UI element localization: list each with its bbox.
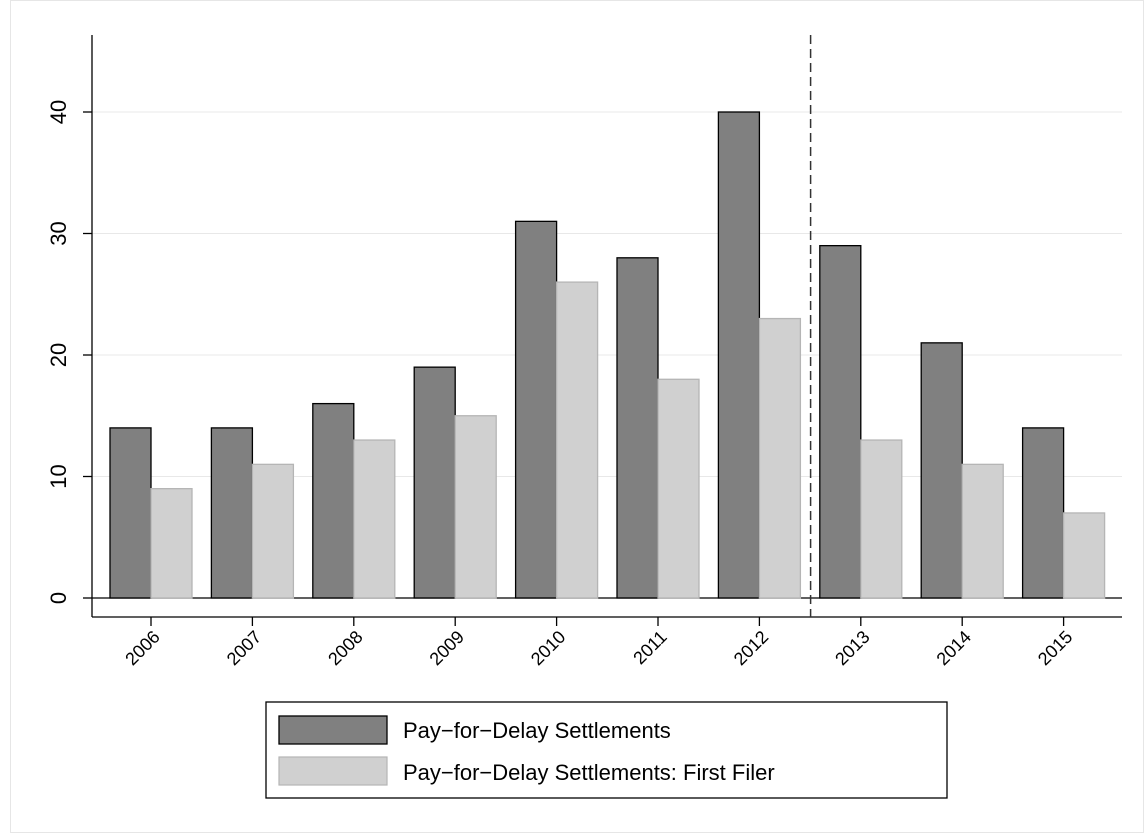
x-tick-label: 2011 — [629, 627, 671, 669]
y-tick-label: 30 — [46, 221, 71, 245]
bar-2013-series-1 — [860, 439, 903, 599]
x-tick-label: 2008 — [324, 627, 366, 669]
bar-2007-series-0 — [210, 427, 254, 599]
legend-label-settlements: Pay−for−Delay Settlements — [403, 718, 671, 743]
bar-2013-series-0 — [819, 244, 862, 599]
y-tick-label: 0 — [46, 592, 71, 604]
y-tick-label: 40 — [46, 100, 71, 124]
bar-2010-series-1 — [555, 281, 599, 599]
x-axis-ticks: 2006 2007 2008 2009 2010 2011 2012 2013 2014 2015 — [121, 617, 1076, 669]
bar-2012-series-0 — [717, 111, 761, 599]
legend-label-first-filer: Pay−for−Delay Settlements: First Filer — [403, 760, 775, 785]
x-tick-label: 2014 — [933, 627, 975, 669]
bar-2015-series-0 — [1021, 427, 1065, 599]
x-tick-label: 2012 — [730, 627, 772, 669]
legend: Pay−for−Delay Settlements Pay−for−Delay … — [265, 701, 948, 799]
x-tick-label: 2009 — [426, 627, 468, 669]
bar-2012-series-1 — [758, 317, 802, 599]
bar-2014-series-0 — [920, 342, 963, 599]
y-axis-ticks: 0 10 20 30 40 — [46, 100, 92, 604]
x-tick-label: 2015 — [1034, 627, 1076, 669]
bar-2009-series-0 — [413, 366, 456, 599]
bar-2010-series-0 — [514, 220, 558, 599]
bar-2014-series-1 — [961, 463, 1004, 599]
bar-2011-series-1 — [657, 378, 700, 599]
bar-2007-series-1 — [251, 463, 295, 599]
x-tick-label: 2007 — [223, 627, 265, 669]
y-tick-label: 20 — [46, 343, 71, 367]
x-tick-label: 2013 — [831, 627, 873, 669]
bar-2006-series-1 — [150, 487, 193, 599]
legend-swatch-first-filer — [278, 756, 388, 786]
legend-swatch-settlements — [278, 715, 388, 745]
x-tick-label: 2006 — [121, 627, 163, 669]
bar-2015-series-1 — [1062, 512, 1106, 599]
y-tick-label: 10 — [46, 464, 71, 488]
bar-2006-series-0 — [109, 427, 152, 599]
bar-2008-series-0 — [312, 402, 355, 599]
x-tick-label: 2010 — [527, 627, 569, 669]
bars — [109, 111, 1106, 599]
bar-2011-series-0 — [616, 257, 659, 599]
bar-2009-series-1 — [454, 415, 497, 599]
bar-2008-series-1 — [353, 439, 396, 599]
